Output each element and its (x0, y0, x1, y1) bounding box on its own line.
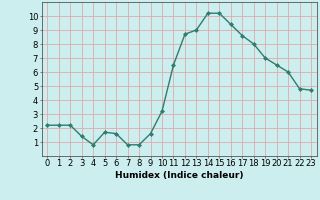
X-axis label: Humidex (Indice chaleur): Humidex (Indice chaleur) (115, 171, 244, 180)
